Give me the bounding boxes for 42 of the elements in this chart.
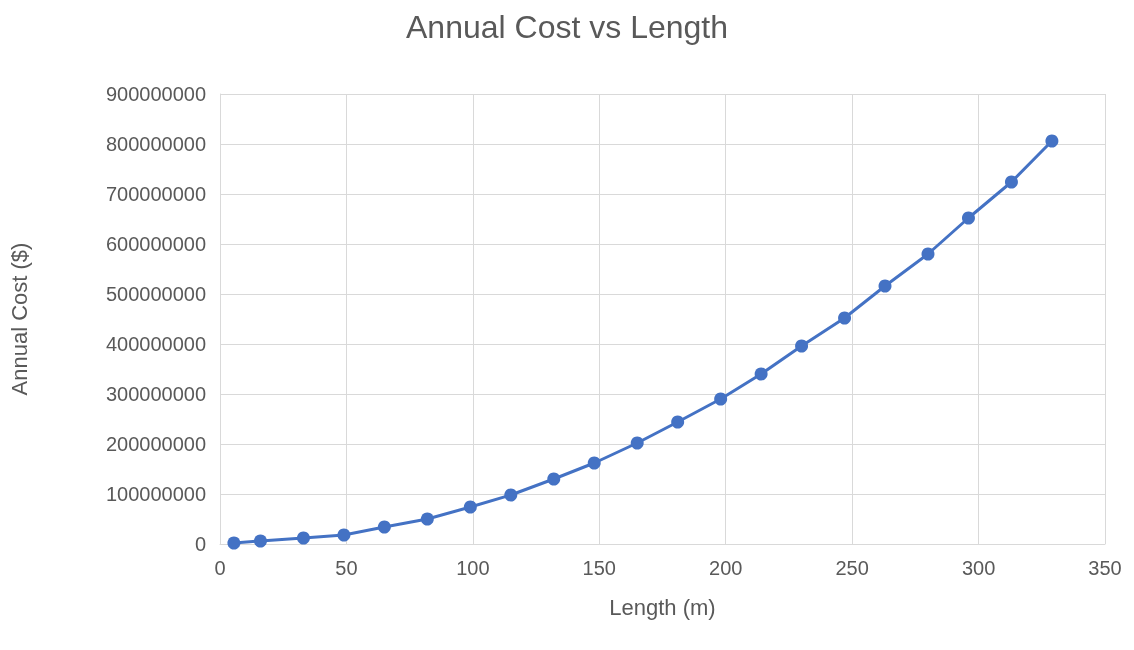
y-tick-label: 0 xyxy=(194,533,206,555)
point xyxy=(754,367,768,381)
point xyxy=(227,536,241,550)
y-tick-label: 600000000 xyxy=(105,233,206,255)
point xyxy=(714,392,728,406)
x-tick-label: 100 xyxy=(456,557,490,579)
x-axis-title: Length (m) xyxy=(609,594,716,620)
point xyxy=(671,415,685,429)
y-tick-label: 700000000 xyxy=(105,183,206,205)
point xyxy=(296,531,310,545)
x-tick-label: 50 xyxy=(335,557,358,579)
x-tick-label: 200 xyxy=(709,557,743,579)
y-tick-label: 200000000 xyxy=(105,433,206,455)
point xyxy=(337,528,351,542)
point xyxy=(878,279,892,293)
y-tick-label: 300000000 xyxy=(105,383,206,405)
point xyxy=(795,339,809,353)
x-tick-label: 300 xyxy=(961,557,996,579)
y-tick-label: 500000000 xyxy=(105,283,206,305)
point xyxy=(961,211,975,225)
y-tick-label: 400000000 xyxy=(105,333,206,355)
point xyxy=(587,456,601,470)
point xyxy=(253,534,267,548)
y-tick-label: 100000000 xyxy=(105,483,206,505)
point xyxy=(1004,175,1018,189)
point xyxy=(547,472,561,486)
point xyxy=(1045,134,1059,148)
y-tick-label: 900000000 xyxy=(105,83,206,105)
point xyxy=(921,247,935,261)
point xyxy=(838,311,852,325)
point xyxy=(420,512,434,526)
point xyxy=(630,436,644,450)
x-tick-label: 150 xyxy=(582,557,616,579)
x-tick-label: 0 xyxy=(214,557,226,579)
x-tick-label: 350 xyxy=(1088,557,1122,579)
point xyxy=(377,520,391,534)
y-axis-title: Annual Cost ($) xyxy=(6,242,32,396)
point xyxy=(463,500,477,514)
point xyxy=(504,488,518,502)
y-tick-label: 800000000 xyxy=(105,133,206,155)
x-tick-label: 250 xyxy=(835,557,869,579)
chart-title: Annual Cost vs Length xyxy=(406,9,728,45)
